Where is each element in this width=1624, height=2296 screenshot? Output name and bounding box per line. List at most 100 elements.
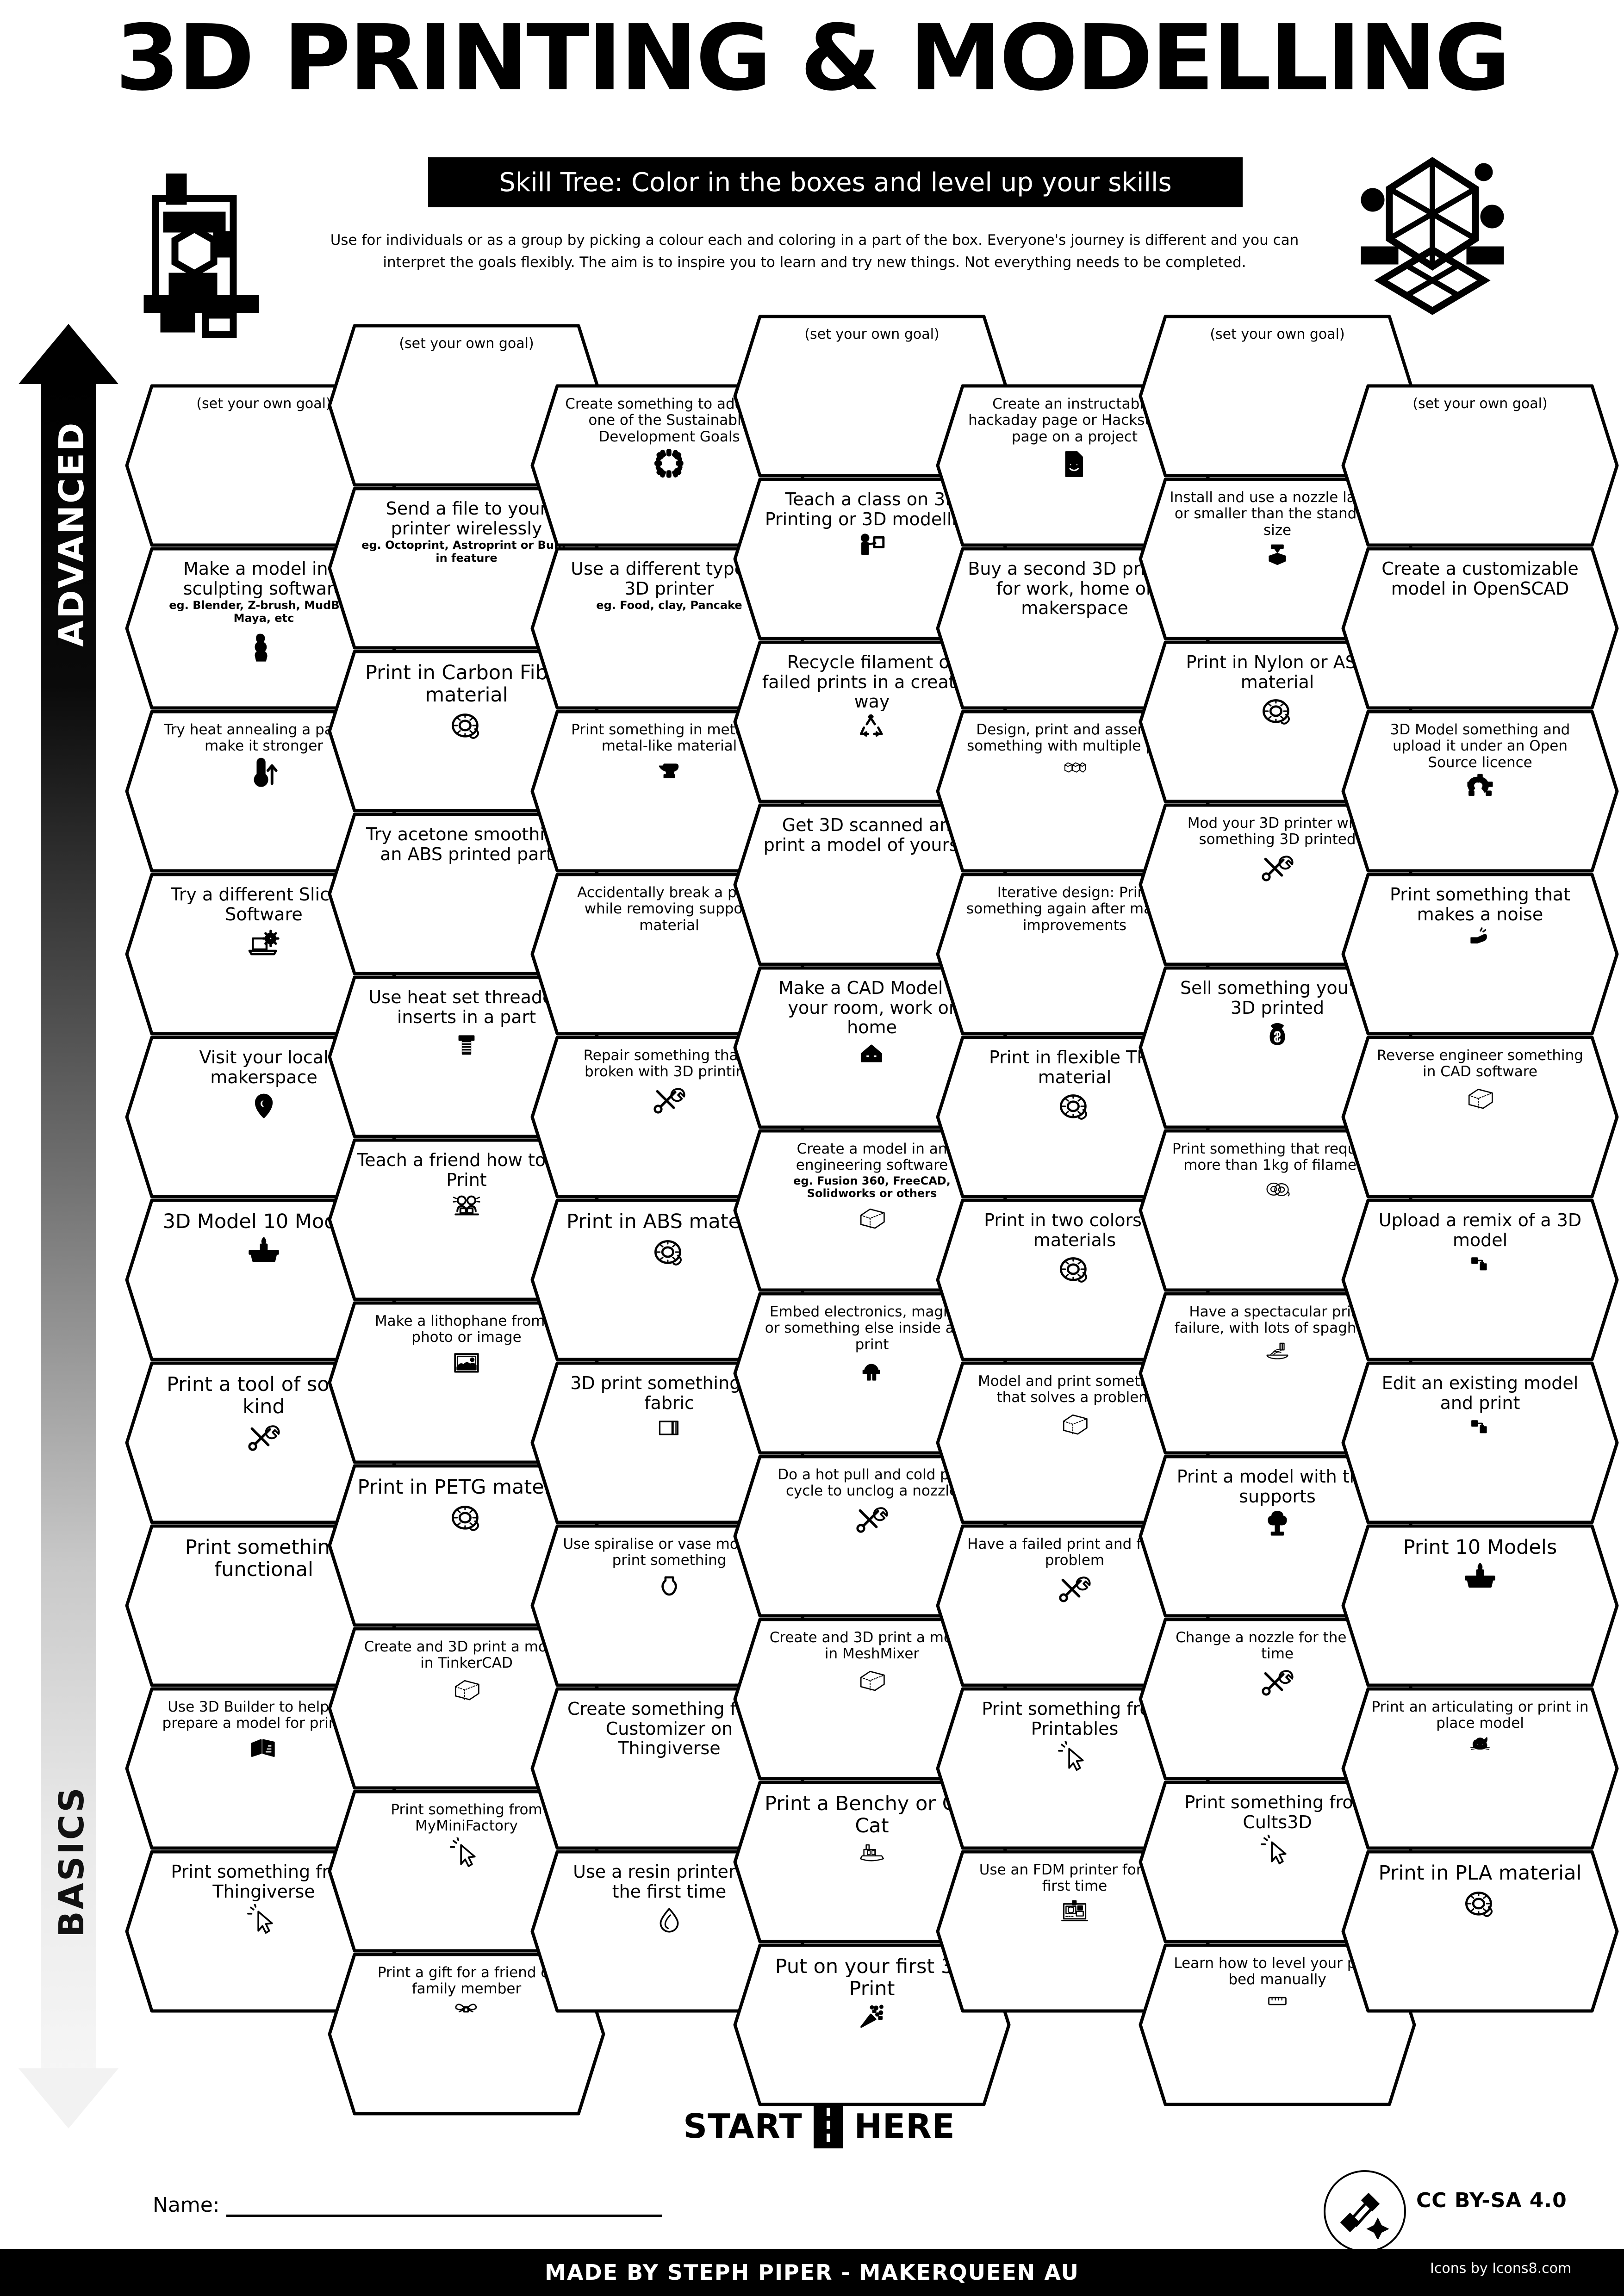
ruler-icon <box>1259 1991 1296 2011</box>
skill-hex[interactable]: Embed electronics, magnets or something … <box>733 1292 1011 1455</box>
skill-hex[interactable]: Print an articulating or print in place … <box>1341 1687 1619 1850</box>
skill-hex[interactable]: Print in PETG material <box>328 1464 605 1627</box>
led-icon <box>859 1356 885 1384</box>
skill-hex[interactable]: Print something that makes a noise <box>1341 873 1619 1036</box>
hex-content: Sell something you've 3D printed <box>1167 978 1388 1121</box>
skill-hex[interactable]: Use spiralise or vase mode to print some… <box>530 1524 808 1687</box>
level-axis-arrow: ADVANCED BASICS <box>19 324 118 2128</box>
skill-hex[interactable]: Print in Nylon or ASA material <box>1139 640 1416 803</box>
hex-content: Edit an existing model and print <box>1370 1373 1590 1516</box>
skill-hex[interactable]: Use a different type of 3D printer eg. Fo… <box>530 547 808 710</box>
skill-hex[interactable]: Recycle filament or failed prints in a c… <box>733 640 1011 803</box>
skill-hex[interactable]: Create a customizable model in OpenSCAD <box>1341 547 1619 710</box>
cursor-click-icon <box>247 1904 281 1938</box>
skill-hex[interactable]: Install and use a nozzle larger or small… <box>1139 478 1416 640</box>
skill-hex[interactable]: Model and print something that solves a … <box>936 1361 1213 1524</box>
skill-hex[interactable]: Buy a second 3D printer for work, home o… <box>936 547 1213 710</box>
screwdriver-wrench-icon <box>1259 1665 1296 1702</box>
skill-hex[interactable]: Reverse engineer something in CAD softwa… <box>1341 1036 1619 1198</box>
hex-title: Print something from Cults3D <box>1184 1792 1370 1832</box>
hex-content: Print an articulating or print in place … <box>1370 1699 1590 1842</box>
hex-outline <box>1341 873 1619 1036</box>
skill-hex[interactable]: Get 3D scanned and print a model of your… <box>733 803 1011 966</box>
hex-outline <box>1341 1850 1619 2013</box>
hex-title: (set your own goal) <box>196 396 331 412</box>
skill-hex[interactable]: (set your own goal) <box>733 315 1011 478</box>
hex-title: Mod your 3D printer with something 3D pr… <box>1187 815 1368 848</box>
hex-outline <box>1341 1036 1619 1198</box>
hex-title: (set your own goal) <box>1412 396 1548 412</box>
skill-hex[interactable]: Learn how to level your print bed manual… <box>1139 1943 1416 2106</box>
two-people-laptop-icon <box>447 1192 486 1223</box>
thermometer-up-icon <box>247 757 281 792</box>
hex-title: Make a lithophane from a photo or image <box>374 1313 559 1346</box>
hex-content: Recycle filament or failed prints in a c… <box>762 652 982 795</box>
skill-hex[interactable]: Use an FDM printer for the first time <box>936 1850 1213 2013</box>
skill-hex[interactable]: Print in Carbon Fibre material <box>328 650 605 813</box>
hex-title: Create a model in an engineering softwar… <box>796 1141 948 1174</box>
skill-hex[interactable]: Have a failed print and fix the problem <box>936 1524 1213 1687</box>
name-field[interactable]: Name: <box>153 2193 662 2217</box>
hex-title: Try acetone smoothing an ABS printed par… <box>366 824 567 864</box>
hex-content: (set your own goal) <box>154 396 374 539</box>
skill-hex[interactable]: Print a Benchy or Cali Cat <box>733 1781 1011 1943</box>
sculpture-icon <box>249 628 279 665</box>
skill-hex[interactable]: Print something functional <box>125 1524 403 1687</box>
skill-hex[interactable]: Have a spectacular print failure, with l… <box>1139 1292 1416 1455</box>
hex-content: Use heat set threaded inserts in a part <box>356 987 577 1130</box>
skill-hex[interactable]: Print in PLA material <box>1341 1850 1619 2013</box>
hex-title: Try a different Slicing Software <box>171 884 357 925</box>
laptop-gear-icon <box>245 927 283 961</box>
skill-hex[interactable]: Use heat set threaded inserts in a part <box>328 975 605 1138</box>
skill-hex[interactable]: 3D Model something and upload it under a… <box>1341 710 1619 873</box>
skill-hex[interactable]: Print a gift for a friend or family memb… <box>328 1953 605 2116</box>
hex-title: Get 3D scanned and print a model of your… <box>763 815 981 855</box>
skill-hex[interactable]: Edit an existing model and print <box>1341 1361 1619 1524</box>
hex-content: Try acetone smoothing an ABS printed par… <box>356 825 577 967</box>
skill-hex[interactable]: Print something from Printables <box>936 1687 1213 1850</box>
wireframe-box-icon <box>448 1675 485 1705</box>
hex-title: Reverse engineer something in CAD softwa… <box>1377 1047 1583 1080</box>
skill-hex[interactable]: Make a model in a sculpting software eg. … <box>125 547 403 710</box>
resin-drop-icon <box>655 1904 684 1936</box>
hex-title: Recycle filament or failed prints in a c… <box>762 652 982 712</box>
here-label: HERE <box>854 2107 955 2146</box>
tree-icon <box>1263 1509 1292 1538</box>
skill-hex[interactable]: Try heat annealing a part to make it str… <box>125 710 403 873</box>
open-source-gear-icon <box>1463 774 1497 803</box>
hex-content: Reverse engineer something in CAD softwa… <box>1370 1047 1590 1190</box>
hex-title: Repair something that's broken with 3D p… <box>583 1047 755 1080</box>
hex-title: Print a Benchy or Cali Cat <box>765 1792 979 1838</box>
name-write-line[interactable] <box>226 2211 662 2217</box>
hex-title: (set your own goal) <box>399 335 534 352</box>
skill-hex[interactable]: Use 3D Builder to help you prepare a mod… <box>125 1687 403 1850</box>
hex-content: Accidentally break a print while removin… <box>559 884 779 1027</box>
hex-content: Upload a remix of a 3D model <box>1370 1210 1590 1353</box>
intro-paragraph: Use for individuals or as a group by pic… <box>330 232 1299 271</box>
skill-hex[interactable]: Print something from MyMiniFactory <box>328 1790 605 1953</box>
skill-hex[interactable]: Print in flexible TPU material <box>936 1036 1213 1198</box>
skill-hex[interactable]: Print 10 Models <box>1341 1524 1619 1687</box>
hex-content: Print in flexible TPU material <box>964 1048 1185 1190</box>
cursor-click-icon <box>1260 1835 1294 1869</box>
skill-hex[interactable]: Try acetone smoothing an ABS printed par… <box>328 813 605 975</box>
skill-hex[interactable]: (set your own goal) <box>1341 384 1619 547</box>
start-here-marker: START HERE <box>657 2101 981 2152</box>
wireframe-box-icon <box>853 1665 890 1696</box>
hex-content: Print in PETG material <box>356 1476 577 1619</box>
hex-content: Print something from Cults3D <box>1167 1793 1388 1935</box>
hex-title: (set your own goal) <box>1210 326 1345 342</box>
skill-hex[interactable]: Try a different Slicing Software <box>125 873 403 1036</box>
skill-hex[interactable]: Change a nozzle for the first time <box>1139 1618 1416 1781</box>
fabric-icon <box>651 1415 688 1440</box>
hex-content: Print a model with tree supports <box>1167 1467 1388 1609</box>
hex-title: Print in two colors or materials <box>984 1210 1165 1250</box>
hex-outline <box>1341 1524 1619 1687</box>
skill-hex[interactable]: Make a lithophane from a photo or image <box>328 1301 605 1464</box>
skill-hex[interactable]: Visit your local makerspace <box>125 1036 403 1198</box>
skill-hex[interactable]: Repair something that's broken with 3D p… <box>530 1036 808 1198</box>
skill-hex[interactable]: Sell something you've 3D printed <box>1139 966 1416 1129</box>
screw-insert-icon <box>453 1030 480 1064</box>
skill-hex[interactable]: Upload a remix of a 3D model <box>1341 1198 1619 1361</box>
